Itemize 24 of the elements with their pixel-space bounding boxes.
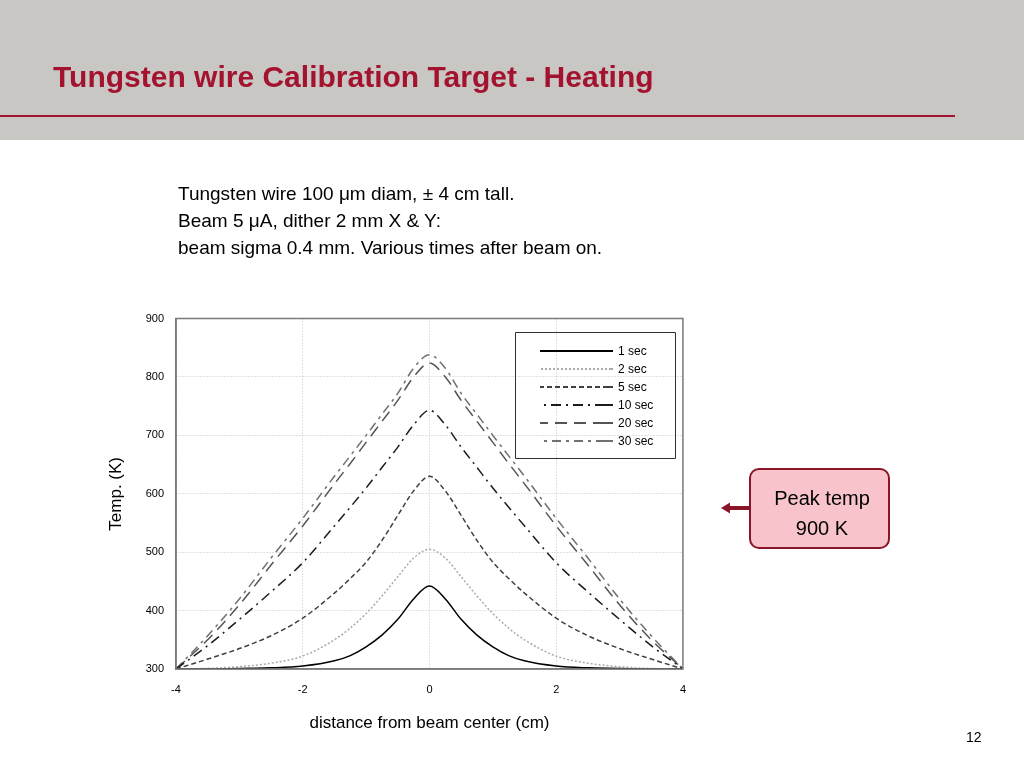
y-tick-label: 800 — [145, 370, 164, 383]
legend-label: 10 sec — [618, 397, 654, 412]
y-tick-label: 500 — [145, 545, 164, 558]
y-tick-label: 900 — [145, 311, 164, 324]
x-tick-label: -2 — [297, 682, 308, 695]
x-axis-title: distance from beam center (cm) — [309, 713, 550, 733]
text: 12 — [966, 729, 982, 745]
x-tick-label: 0 — [426, 682, 433, 695]
x-tick-label: -4 — [171, 682, 181, 695]
y-tick-label: 400 — [145, 603, 164, 616]
legend-label: 2 sec — [618, 361, 647, 376]
y-tick-label: 700 — [145, 428, 164, 441]
legend-label: 20 sec — [618, 415, 654, 430]
y-axis-title: Temp. (K) — [105, 456, 125, 531]
x-tick-label: 2 — [553, 682, 560, 695]
chart-subtitle: Tungsten wire 100 μm diam, ± 4 cm tall. Beam 5 μA, dither 2 mm X & Y: beam sigma 0.4 mm. Various times after beam on. — [178, 182, 603, 260]
text: Peak temp 900 K — [773, 486, 871, 541]
y-tick-label: 300 — [145, 662, 164, 675]
legend-label: 5 sec — [618, 379, 647, 394]
legend-label: 1 sec — [618, 343, 647, 358]
x-tick-label: 4 — [679, 682, 686, 695]
chart-title: Tungsten wire Calibration Target - Heating — [53, 60, 654, 94]
y-tick-label: 600 — [145, 486, 164, 499]
legend-label: 30 sec — [618, 433, 654, 448]
